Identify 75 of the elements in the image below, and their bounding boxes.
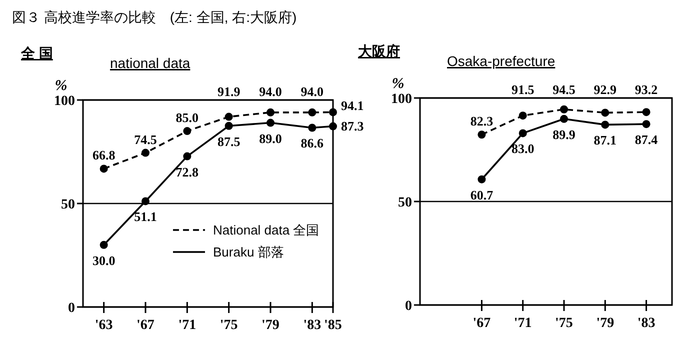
x-tick-label: '75 xyxy=(555,316,573,331)
caption: 図３ 高校進学率の比較 (左: 全国, 右:大阪府) xyxy=(12,9,297,25)
data-label: 94.0 xyxy=(259,84,282,99)
point xyxy=(560,105,568,114)
chart-subtitle: national data xyxy=(110,55,190,71)
point xyxy=(266,108,274,116)
point xyxy=(560,114,568,123)
x-tick-label: '63 xyxy=(94,318,113,333)
point xyxy=(308,124,316,132)
data-label: 93.2 xyxy=(634,82,658,97)
y-tick-label: 50 xyxy=(61,197,75,212)
legend-label: Buraku 部落 xyxy=(213,244,284,260)
point xyxy=(266,118,274,127)
x-tick-label: '79 xyxy=(262,318,280,333)
point xyxy=(224,112,233,121)
x-tick-label: '79 xyxy=(596,316,614,331)
point xyxy=(142,148,150,157)
x-tick-label: '83 xyxy=(637,316,656,331)
x-tick-label: '75 xyxy=(220,318,238,333)
legend-label: National data 全国 xyxy=(213,222,320,238)
point xyxy=(224,122,233,130)
chart-title: 全 国 xyxy=(20,45,53,61)
x-tick-label: '71 xyxy=(514,316,532,331)
x-tick-label: '67 xyxy=(472,316,491,331)
y-tick-label: 0 xyxy=(405,298,412,314)
point xyxy=(601,120,610,129)
data-label: 87.4 xyxy=(634,132,658,148)
x-tick-label: '83 xyxy=(303,318,322,333)
point xyxy=(478,175,486,184)
point xyxy=(601,108,610,117)
data-label: 92.9 xyxy=(594,82,618,97)
data-label: 91.5 xyxy=(511,82,535,97)
point xyxy=(478,130,486,139)
point xyxy=(142,197,150,206)
data-label: 87.3 xyxy=(341,118,364,134)
data-label: 83.0 xyxy=(511,141,534,156)
data-label: 72.8 xyxy=(176,164,200,180)
y-tick-label: 100 xyxy=(54,94,75,109)
data-label: 94.1 xyxy=(341,98,364,114)
x-tick-label: '85 xyxy=(324,318,342,333)
data-label: 94.5 xyxy=(552,82,576,97)
data-label: 51.1 xyxy=(134,209,157,224)
x-tick-label: '71 xyxy=(178,318,196,333)
point xyxy=(183,152,192,160)
data-label: 85.0 xyxy=(176,110,199,126)
data-label: 94.0 xyxy=(300,84,324,99)
point xyxy=(183,127,192,136)
data-label: 30.0 xyxy=(92,252,116,268)
point xyxy=(308,108,316,116)
y-tick-label: 100 xyxy=(391,92,412,107)
y-tick-label: 50 xyxy=(398,195,412,210)
data-label: 60.7 xyxy=(470,187,494,202)
data-label: 91.9 xyxy=(217,84,241,99)
y-tick-label: 0 xyxy=(68,300,75,316)
point xyxy=(642,120,650,128)
chart-subtitle: Osaka-prefecture xyxy=(447,53,556,69)
y-axis-title: % xyxy=(54,78,68,94)
point xyxy=(329,122,337,130)
point xyxy=(100,240,108,249)
chart-title: 大阪府 xyxy=(358,43,400,59)
y-axis-title: % xyxy=(392,76,404,92)
point xyxy=(100,164,108,173)
point xyxy=(518,129,527,138)
data-label: 74.5 xyxy=(134,132,158,147)
data-label: 87.1 xyxy=(594,132,617,148)
x-tick-label: '67 xyxy=(136,318,154,333)
point xyxy=(642,108,650,116)
data-label: 86.6 xyxy=(300,136,324,151)
data-label: 82.3 xyxy=(470,114,494,129)
data-label: 66.8 xyxy=(92,148,116,163)
data-label: 87.5 xyxy=(217,134,241,149)
data-label: 89.9 xyxy=(552,126,576,142)
data-label: 89.0 xyxy=(259,130,282,146)
point xyxy=(329,108,337,116)
point xyxy=(518,112,527,120)
